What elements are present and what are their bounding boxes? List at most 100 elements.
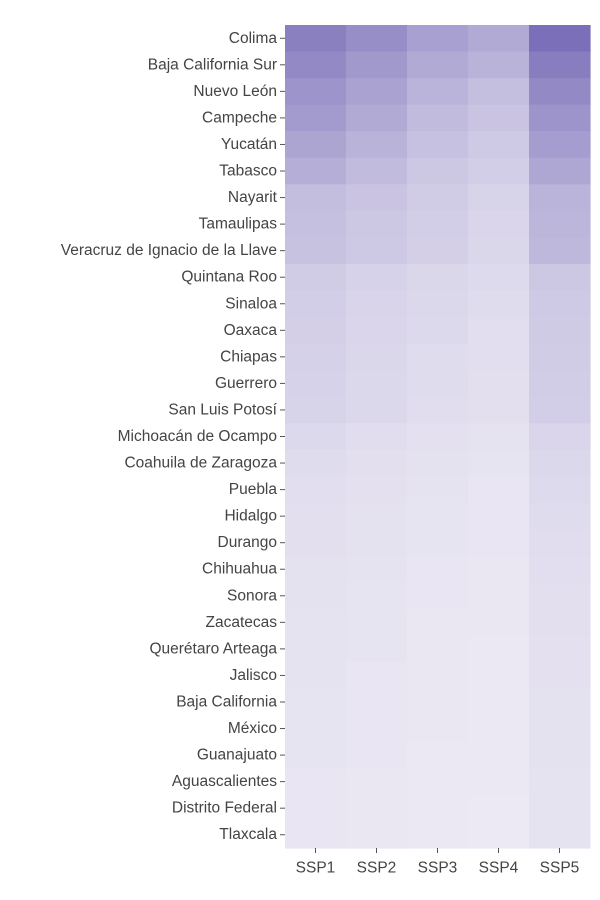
heatmap-cell [529,317,591,345]
y-tick-label: Colima [229,30,278,47]
heatmap-cell [468,529,530,557]
heatmap-cell [285,529,347,557]
heatmap-cell [529,131,591,159]
heatmap-cell [407,715,469,743]
heatmap-cell [407,741,469,769]
heatmap-cell [407,317,469,345]
x-tick-label: SSP4 [479,860,519,877]
heatmap-cell [346,741,408,769]
y-tick-label: Tlaxcala [219,826,277,843]
y-tick-label: Campeche [202,109,277,126]
heatmap-cell [285,715,347,743]
heatmap-cell [285,821,347,849]
heatmap-cell [407,25,469,53]
y-tick-label: Chiapas [220,348,277,365]
heatmap-cell [529,635,591,663]
heatmap-cell [346,396,408,424]
heatmap-cell [529,263,591,292]
heatmap-cell [346,476,408,504]
heatmap-cell [407,688,469,716]
heatmap-cell [468,768,530,796]
heatmap-cell [407,821,469,849]
y-tick-label: Chihuahua [202,561,277,578]
heatmap-cell [346,768,408,796]
heatmap-cell [468,51,530,79]
heatmap-cell [529,396,591,424]
heatmap-cell [346,821,408,849]
heatmap-cell [468,317,530,345]
y-tick-label: Distrito Federal [172,800,277,817]
heatmap-cell [529,25,591,53]
heatmap-cell [285,396,347,424]
heatmap-cell [346,131,408,159]
heatmap-cell [468,78,530,106]
heatmap-cell [468,555,530,584]
heatmap-cell [346,662,408,690]
y-tick-label: Baja California Sur [148,56,277,73]
y-tick-label: Oaxaca [224,322,278,339]
heatmap-cell [346,51,408,79]
heatmap-cell [529,609,591,637]
heatmap-cell [529,662,591,690]
heatmap-cell [346,290,408,318]
y-tick-label: Nuevo León [193,83,277,100]
heatmap-cell [285,237,347,265]
y-tick-label: Durango [218,534,277,551]
x-tick-label: SSP2 [357,860,397,877]
y-tick-label: Michoacán de Ocampo [118,428,277,445]
heatmap-cell [529,104,591,132]
heatmap-cell [285,51,347,79]
heatmap-cell [346,609,408,637]
heatmap-cell [407,396,469,424]
x-tick-label: SSP5 [540,860,580,877]
x-tick-label: SSP3 [418,860,458,877]
heatmap-cell [285,609,347,637]
heatmap-cell [407,290,469,318]
heatmap-cell [346,370,408,398]
heatmap-cell [468,184,530,212]
heatmap-cell [468,715,530,743]
heatmap-cell [285,370,347,398]
heatmap-cell [346,502,408,531]
y-tick-label: Querétaro Arteaga [149,640,277,657]
heatmap-cell [285,476,347,504]
y-tick-label: Guanajuato [197,747,277,764]
heatmap-cell [346,184,408,212]
heatmap-cell [468,582,530,610]
heatmap-cell [529,237,591,265]
heatmap-cell [285,131,347,159]
y-tick-label: Tamaulipas [199,216,278,233]
y-tick-label: Hidalgo [224,508,277,525]
heatmap-cell [346,343,408,371]
heatmap-cell [529,688,591,716]
y-tick-label: Puebla [229,481,278,498]
heatmap-cell [407,51,469,79]
heatmap-cell [285,794,347,823]
heatmap-cell [407,343,469,371]
heatmap-cell [346,449,408,477]
heatmap-cell [529,529,591,557]
x-tick-label: SSP1 [296,860,336,877]
heatmap-cell [407,237,469,265]
y-tick-label: Coahuila de Zaragoza [124,455,277,472]
heatmap-cell [529,370,591,398]
heatmap-cell [529,78,591,106]
heatmap-cell [407,449,469,477]
heatmap-cell [285,78,347,106]
heatmap-cell [468,609,530,637]
heatmap-cell [529,741,591,769]
heatmap-cell [407,609,469,637]
heatmap-cell [407,768,469,796]
heatmap-cell [407,157,469,185]
heatmap-cell [529,768,591,796]
y-tick-label: Quintana Roo [181,269,277,286]
heatmap-cell [346,237,408,265]
heatmap-cell [285,157,347,185]
heatmap-cell [346,317,408,345]
heatmap-cell [407,131,469,159]
heatmap-cell [285,741,347,769]
heatmap-cell [468,741,530,769]
y-tick-label: Zacatecas [205,614,277,631]
x-axis: SSP1 SSP2 SSP3 SSP4 SSP5 [296,848,580,877]
heatmap-cell [346,25,408,53]
